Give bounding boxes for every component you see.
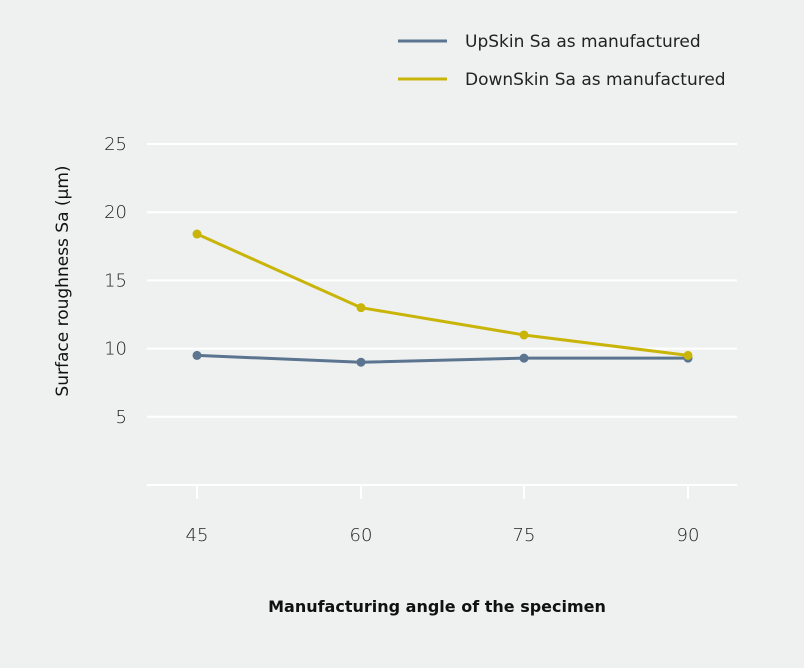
x-tick-label: 60 bbox=[350, 525, 373, 546]
y-tick-label: 25 bbox=[104, 134, 127, 155]
grid-lines bbox=[147, 143, 737, 418]
data-point bbox=[356, 303, 366, 313]
series-line bbox=[196, 353, 688, 364]
series-line bbox=[196, 232, 689, 357]
x-tick-label: 45 bbox=[186, 525, 209, 546]
data-point bbox=[683, 350, 693, 360]
y-tick-label: 5 bbox=[116, 407, 127, 428]
x-tick-label: 75 bbox=[513, 525, 536, 546]
data-point bbox=[519, 330, 529, 340]
legend: UpSkin Sa as manufactured DownSkin Sa as … bbox=[398, 32, 726, 90]
x-axis: 45 60 75 90 bbox=[147, 484, 737, 546]
y-axis-ticks: 5 10 15 20 25 bbox=[104, 134, 127, 428]
data-point bbox=[192, 229, 202, 239]
y-tick-label: 15 bbox=[104, 270, 127, 291]
series-group bbox=[192, 229, 693, 367]
legend-label: UpSkin Sa as manufactured bbox=[465, 32, 701, 52]
y-tick-label: 20 bbox=[104, 202, 127, 223]
x-tick-label: 90 bbox=[677, 525, 700, 546]
data-point bbox=[192, 350, 202, 360]
x-axis-title: Manufacturing angle of the specimen bbox=[268, 597, 606, 616]
data-point bbox=[519, 353, 529, 363]
series-upskin bbox=[192, 350, 693, 367]
y-tick-label: 10 bbox=[104, 339, 127, 360]
y-axis-title: Surface roughness Sa (µm) bbox=[53, 165, 73, 396]
data-point bbox=[356, 357, 366, 367]
series-downskin bbox=[192, 229, 693, 360]
legend-label: DownSkin Sa as manufactured bbox=[465, 70, 726, 90]
